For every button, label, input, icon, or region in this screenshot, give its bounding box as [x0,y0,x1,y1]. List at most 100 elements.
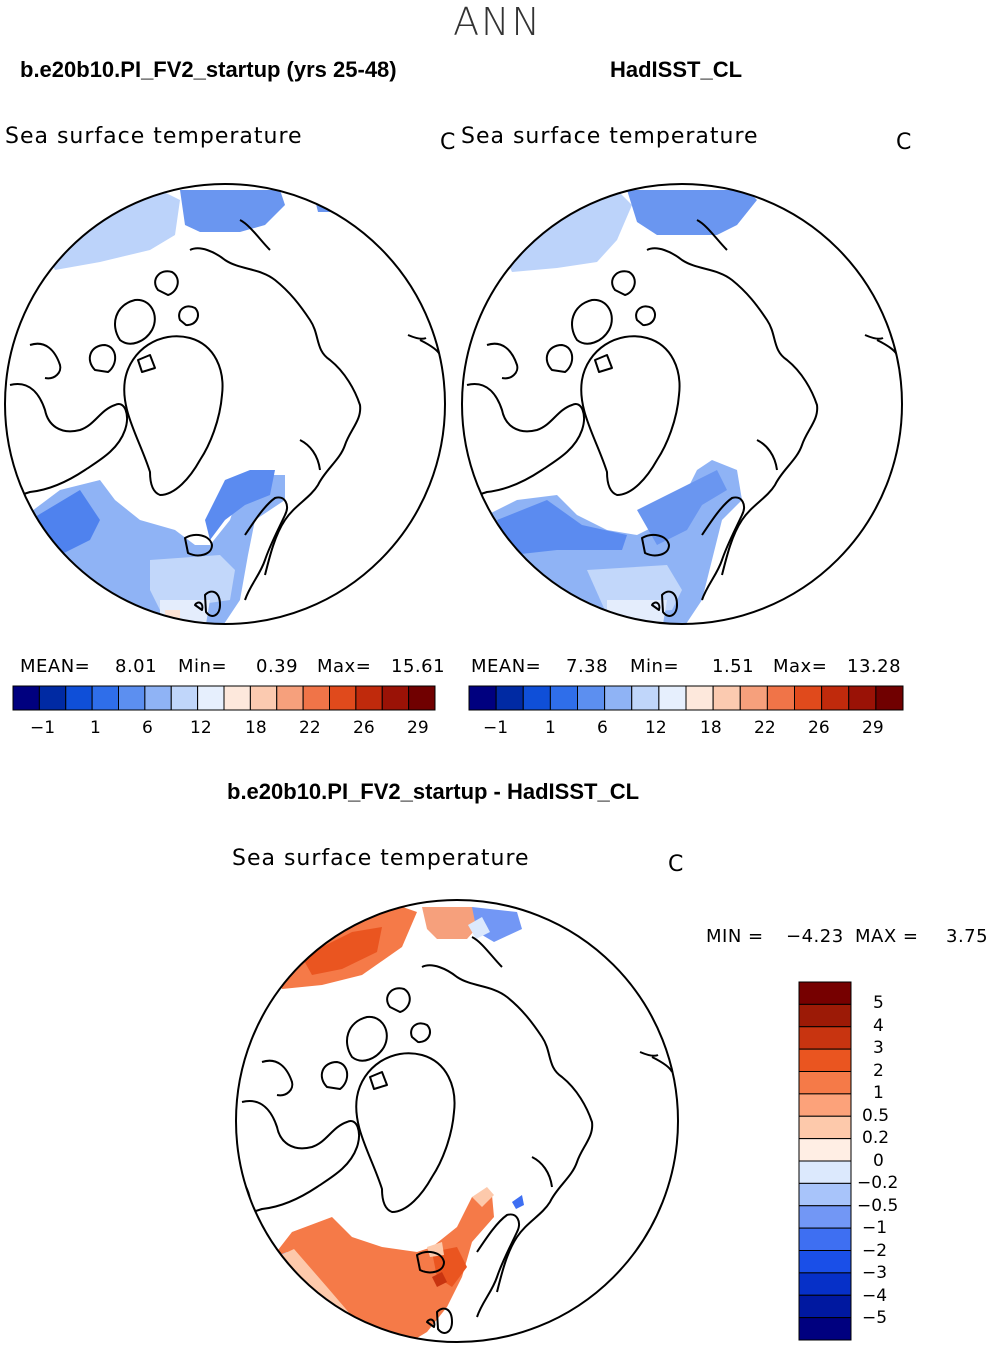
right-panel-title: HadISST_CL [610,57,743,82]
left-max-value: 15.61 [391,656,446,677]
colorbar-swatch [658,685,687,711]
colorbar-swatch [798,1294,852,1319]
difference-level-label: 2 [873,1061,884,1081]
difference-unit-label: C [668,852,684,877]
colorbar-swatch [766,685,795,711]
left-unit-label: C [440,130,456,155]
colorbar-swatch [408,685,436,711]
colorbar-swatch [798,1160,852,1184]
difference-level-label: 1 [873,1083,884,1103]
right-variable-label: Sea surface temperature [461,124,759,149]
colorbar-swatch [798,1093,852,1117]
difference-level-label: −3 [862,1263,888,1283]
left-mean-label: MEAN= [20,656,91,677]
left-tick: 6 [142,718,153,738]
right-max-value: 13.28 [847,656,902,677]
left-tick: 18 [245,718,267,738]
left-colorbar [12,685,436,711]
colorbar-swatch [794,685,823,711]
colorbar-swatch [631,685,660,711]
difference-panel-title: b.e20b10.PI_FV2_startup - HadISST_CL [227,779,640,804]
colorbar-swatch [798,1115,852,1140]
difference-level-label: −2 [862,1241,888,1261]
left-map [4,183,446,625]
left-mean-value: 8.01 [115,656,158,677]
left-tick: 29 [407,718,429,738]
right-tick: 29 [862,718,884,738]
left-variable-label: Sea surface temperature [5,124,303,149]
colorbar-swatch [495,685,524,711]
difference-min-value: −4.23 [786,926,844,947]
colorbar-swatch [798,981,852,1005]
left-tick: 26 [353,718,375,738]
left-tick: 12 [190,718,212,738]
right-tick: −1 [483,718,509,738]
left-tick: 22 [299,718,321,738]
difference-max-value: 3.75 [946,926,989,947]
colorbar-swatch [798,1205,852,1229]
colorbar-swatch [329,685,357,711]
right-tick: 18 [700,718,722,738]
colorbar-swatch [798,1138,852,1162]
colorbar-swatch [798,1250,852,1274]
difference-level-label: 0 [873,1151,884,1171]
difference-variable-label: Sea surface temperature [232,846,530,871]
colorbar-swatch [223,685,251,711]
right-min-value: 1.51 [712,656,755,677]
colorbar-swatch [798,1003,852,1028]
colorbar-swatch [249,685,278,711]
right-mean-value: 7.38 [566,656,609,677]
colorbar-swatch [65,685,93,711]
difference-level-label: −0.2 [857,1173,899,1193]
difference-level-label: −1 [862,1218,888,1238]
left-min-label: Min= [178,656,228,677]
colorbar-swatch [875,685,904,711]
colorbar-swatch [798,1026,852,1050]
left-panel-title: b.e20b10.PI_FV2_startup (yrs 25-48) [20,57,397,82]
right-tick: 6 [597,718,608,738]
colorbar-swatch [468,685,497,711]
right-tick: 26 [808,718,830,738]
right-unit-label: C [896,130,912,155]
difference-min-label: MIN = [706,926,764,947]
colorbar-swatch [38,685,67,711]
left-tick: 1 [90,718,101,738]
colorbar-swatch [798,1317,852,1341]
right-mean-label: MEAN= [471,656,542,677]
difference-level-label: 3 [873,1038,884,1058]
difference-max-label: MAX = [855,926,919,947]
colorbar-swatch [848,685,877,711]
right-map [461,183,903,625]
difference-map [235,899,679,1343]
colorbar-swatch [549,685,578,711]
right-min-label: Min= [630,656,680,677]
left-tick: −1 [30,718,56,738]
difference-colorbar [798,981,852,1341]
colorbar-swatch [381,685,410,711]
colorbar-swatch [821,685,850,711]
difference-level-label: 5 [873,993,884,1013]
colorbar-swatch [302,685,330,711]
difference-level-label: 0.2 [862,1128,890,1148]
right-tick: 12 [645,718,667,738]
right-tick: 1 [545,718,556,738]
right-colorbar [468,685,904,711]
difference-level-label: 4 [873,1016,884,1036]
colorbar-swatch [12,685,40,711]
right-tick: 22 [754,718,776,738]
difference-level-label: 0.5 [862,1106,890,1126]
colorbar-swatch [355,685,383,711]
right-max-label: Max= [773,656,828,677]
colorbar-swatch [170,685,199,711]
colorbar-swatch [798,1182,852,1207]
difference-level-label: −4 [862,1286,888,1306]
colorbar-swatch [712,685,741,711]
difference-level-label: −0.5 [857,1196,899,1216]
colorbar-swatch [798,1071,852,1095]
left-max-label: Max= [317,656,372,677]
colorbar-swatch [739,685,768,711]
colorbar-swatch [118,685,146,711]
colorbar-swatch [276,685,304,711]
left-min-value: 0.39 [256,656,299,677]
colorbar-swatch [798,1272,852,1296]
